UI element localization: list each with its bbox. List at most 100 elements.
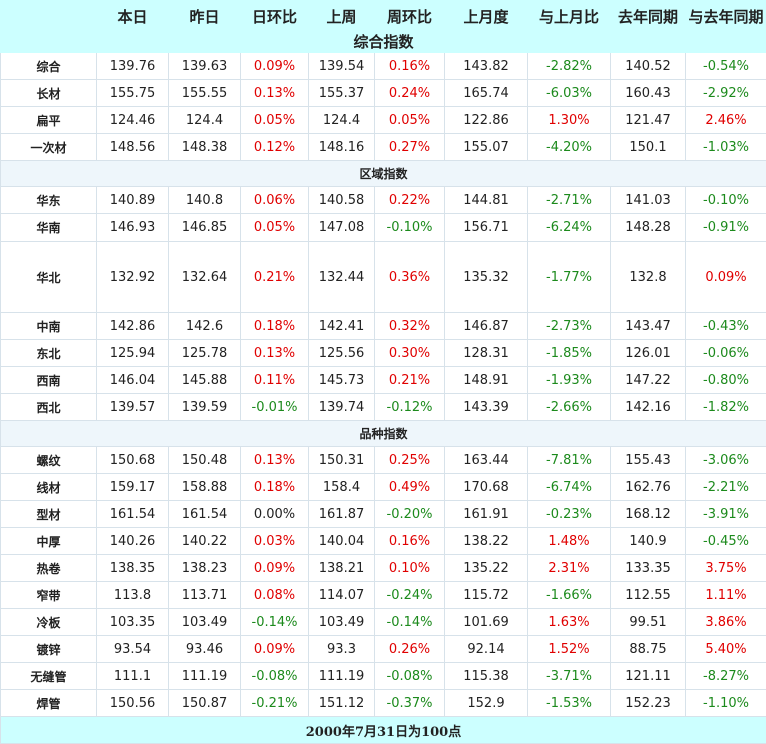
table-cell: -2.92% xyxy=(686,80,766,107)
table-cell: 111.19 xyxy=(169,663,241,690)
table-cell: 5.40% xyxy=(686,636,766,663)
table-cell: 132.92 xyxy=(97,242,169,313)
table-cell: 139.59 xyxy=(169,394,241,421)
table-cell: 101.69 xyxy=(445,609,528,636)
table-cell: -1.85% xyxy=(528,340,611,367)
table-cell: 121.11 xyxy=(611,663,686,690)
table-cell: 170.68 xyxy=(445,474,528,501)
row-label: 中南 xyxy=(1,313,97,340)
row-label: 镀锌 xyxy=(1,636,97,663)
table-cell: 140.89 xyxy=(97,187,169,214)
table-cell: 0.25% xyxy=(375,447,445,474)
row-label: 一次材 xyxy=(1,134,97,161)
table-cell: -3.91% xyxy=(686,501,766,528)
table-cell: 0.05% xyxy=(241,107,309,134)
table-cell: 140.22 xyxy=(169,528,241,555)
table-cell: 0.03% xyxy=(241,528,309,555)
table-cell: 0.16% xyxy=(375,528,445,555)
table-cell: -0.08% xyxy=(241,663,309,690)
table-cell: 148.56 xyxy=(97,134,169,161)
table-cell: -1.53% xyxy=(528,690,611,717)
table-cell: -0.10% xyxy=(375,214,445,242)
row-label: 焊管 xyxy=(1,690,97,717)
title-row: 综合指数 xyxy=(1,31,766,53)
table-cell: 150.68 xyxy=(97,447,169,474)
table-cell: 138.35 xyxy=(97,555,169,582)
table-cell: -0.10% xyxy=(686,187,766,214)
table-cell: 139.54 xyxy=(309,53,375,80)
table-cell: 0.49% xyxy=(375,474,445,501)
table-cell: 135.32 xyxy=(445,242,528,313)
table-cell: 143.82 xyxy=(445,53,528,80)
table-cell: 115.38 xyxy=(445,663,528,690)
table-cell: 0.00% xyxy=(241,501,309,528)
table-cell: 113.8 xyxy=(97,582,169,609)
table-cell: 142.86 xyxy=(97,313,169,340)
table-cell: 155.07 xyxy=(445,134,528,161)
table-cell: 147.22 xyxy=(611,367,686,394)
header-cell: 昨日 xyxy=(169,1,241,32)
table-cell: -0.80% xyxy=(686,367,766,394)
table-cell: -0.37% xyxy=(375,690,445,717)
table-cell: 152.23 xyxy=(611,690,686,717)
table-cell: 3.75% xyxy=(686,555,766,582)
section-label: 区域指数 xyxy=(1,161,766,187)
row-label: 长材 xyxy=(1,80,97,107)
table-cell: 3.86% xyxy=(686,609,766,636)
table-cell: -0.91% xyxy=(686,214,766,242)
table-cell: 0.13% xyxy=(241,447,309,474)
table-cell: 138.23 xyxy=(169,555,241,582)
table-cell: -0.21% xyxy=(241,690,309,717)
table-cell: 93.46 xyxy=(169,636,241,663)
table-cell: 148.38 xyxy=(169,134,241,161)
table-cell: 146.87 xyxy=(445,313,528,340)
table-cell: -1.66% xyxy=(528,582,611,609)
header-cell: 与上月比 xyxy=(528,1,611,32)
table-cell: 135.22 xyxy=(445,555,528,582)
table-cell: 0.26% xyxy=(375,636,445,663)
table-cell: -1.93% xyxy=(528,367,611,394)
table-cell: -6.24% xyxy=(528,214,611,242)
table-cell: 140.8 xyxy=(169,187,241,214)
table-cell: 155.37 xyxy=(309,80,375,107)
table-cell: 150.31 xyxy=(309,447,375,474)
table-cell: 103.49 xyxy=(169,609,241,636)
table-cell: 132.64 xyxy=(169,242,241,313)
table-cell: 141.03 xyxy=(611,187,686,214)
table-cell: 0.18% xyxy=(241,474,309,501)
table-cell: 103.49 xyxy=(309,609,375,636)
section-header-row: 品种指数 xyxy=(1,421,766,447)
table-cell: 142.6 xyxy=(169,313,241,340)
table-cell: 0.27% xyxy=(375,134,445,161)
table-cell: 0.09% xyxy=(241,53,309,80)
table-cell: 1.48% xyxy=(528,528,611,555)
table-cell: 112.55 xyxy=(611,582,686,609)
table-cell: 159.17 xyxy=(97,474,169,501)
table-cell: -0.12% xyxy=(375,394,445,421)
table-cell: 0.22% xyxy=(375,187,445,214)
table-cell: 0.13% xyxy=(241,80,309,107)
row-label: 型材 xyxy=(1,501,97,528)
footer-row: 2000年7月31日为100点 xyxy=(1,717,766,744)
table-cell: 132.8 xyxy=(611,242,686,313)
table-cell: 138.21 xyxy=(309,555,375,582)
table-cell: 126.01 xyxy=(611,340,686,367)
table-cell: 111.1 xyxy=(97,663,169,690)
table-cell: 150.1 xyxy=(611,134,686,161)
table-cell: -2.66% xyxy=(528,394,611,421)
table-cell: -7.81% xyxy=(528,447,611,474)
table-cell: 0.30% xyxy=(375,340,445,367)
table-cell: 125.78 xyxy=(169,340,241,367)
table-cell: 155.55 xyxy=(169,80,241,107)
table-cell: 0.21% xyxy=(375,367,445,394)
